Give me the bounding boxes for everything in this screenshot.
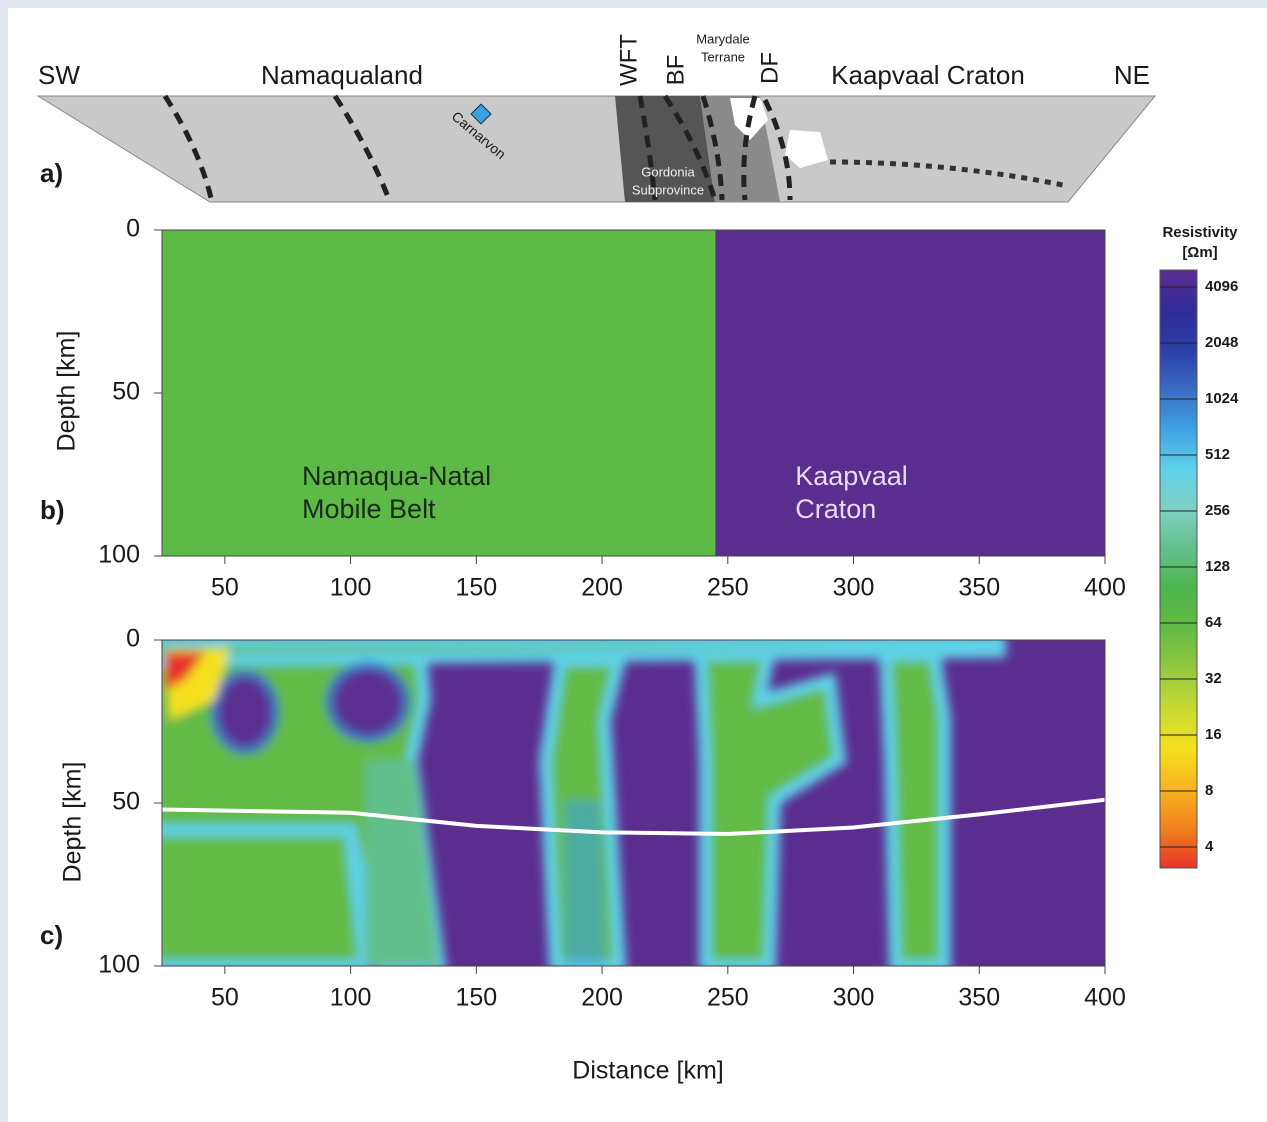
panel-label: b) xyxy=(40,495,65,525)
label-marydale: Marydale xyxy=(696,31,749,46)
colorbar-tick-label: 2048 xyxy=(1205,334,1238,351)
blobs xyxy=(162,640,1006,966)
x-tick-label: 300 xyxy=(833,574,875,602)
x-tick-label: 250 xyxy=(707,984,749,1012)
conductor xyxy=(162,640,1006,666)
label-sw: SW xyxy=(38,60,80,90)
region xyxy=(162,230,716,556)
colorbar-tick-label: 4096 xyxy=(1205,278,1238,295)
x-tick-label: 100 xyxy=(330,574,372,602)
colorbar-tick-label: 64 xyxy=(1205,614,1222,631)
y-axis-label: Depth [km] xyxy=(59,762,87,883)
label-bf: BF xyxy=(662,55,689,86)
resistor xyxy=(211,670,279,754)
surface-high-conductor xyxy=(165,652,205,690)
panel-label: c) xyxy=(40,920,63,950)
resistivity-image xyxy=(162,640,1105,966)
region-label: Craton xyxy=(795,494,876,524)
x-tick-label: 350 xyxy=(958,574,1000,602)
y-axis-label: Depth [km] xyxy=(53,331,81,452)
x-tick-label: 150 xyxy=(455,574,497,602)
colorbar-tick-label: 256 xyxy=(1205,502,1230,519)
x-tick-label: 250 xyxy=(707,574,749,602)
colorbar xyxy=(1159,269,1198,869)
x-tick-label: 200 xyxy=(581,984,623,1012)
label-ne: NE xyxy=(1114,60,1150,90)
region-label: Kaapvaal xyxy=(795,461,908,491)
resistor xyxy=(326,662,410,742)
conductor-light xyxy=(365,760,440,966)
colorbar-tick-label: 32 xyxy=(1205,670,1222,687)
colorbar-title: Resistivity xyxy=(1162,224,1238,241)
label-namaqualand: Namaqualand xyxy=(261,60,423,90)
cross-section xyxy=(36,94,1157,203)
conductor xyxy=(878,649,951,966)
colorbar-title: [Ωm] xyxy=(1182,244,1217,261)
colorbar-tick-label: 16 xyxy=(1205,726,1222,743)
label-wft: WFT xyxy=(615,34,642,86)
x-tick-label: 400 xyxy=(1084,984,1126,1012)
y-tick-label: 0 xyxy=(126,625,140,653)
panel-c-plot xyxy=(161,640,1106,966)
x-tick-label: 350 xyxy=(958,984,1000,1012)
conductor xyxy=(162,824,372,966)
y-tick-label: 100 xyxy=(98,541,140,569)
label-df: DF xyxy=(756,52,783,84)
x-tick-label: 200 xyxy=(581,574,623,602)
label-gordonia: Gordonia xyxy=(641,164,695,179)
conductor-light xyxy=(565,800,605,966)
y-tick-label: 50 xyxy=(112,378,140,406)
y-tick-label: 50 xyxy=(112,788,140,816)
moho-line xyxy=(161,797,1106,836)
colorbar-tick-label: 4 xyxy=(1205,838,1214,855)
y-tick-label: 0 xyxy=(126,215,140,243)
x-axis-label: Distance [km] xyxy=(572,1057,723,1085)
panel-label: a) xyxy=(40,158,63,188)
label-kaapvaal: Kaapvaal Craton xyxy=(831,60,1025,90)
region-label: Namaqua-Natal xyxy=(302,461,491,491)
label-gordonia: Subprovince xyxy=(632,182,704,197)
colorbar-tick-label: 1024 xyxy=(1205,390,1239,407)
x-tick-label: 50 xyxy=(211,984,239,1012)
colorbar-tick-label: 8 xyxy=(1205,782,1213,799)
x-tick-label: 300 xyxy=(833,984,875,1012)
colorbar-tick-label: 128 xyxy=(1205,558,1230,575)
x-tick-label: 100 xyxy=(330,984,372,1012)
colorbar-tick-label: 512 xyxy=(1205,446,1230,463)
region xyxy=(715,230,1105,556)
x-tick-label: 50 xyxy=(211,574,239,602)
region-label: Mobile Belt xyxy=(302,494,436,524)
label-marydale: Terrane xyxy=(701,49,745,64)
conductor xyxy=(693,644,847,966)
x-tick-label: 150 xyxy=(455,984,497,1012)
y-tick-label: 100 xyxy=(98,951,140,979)
x-tick-label: 400 xyxy=(1084,574,1126,602)
